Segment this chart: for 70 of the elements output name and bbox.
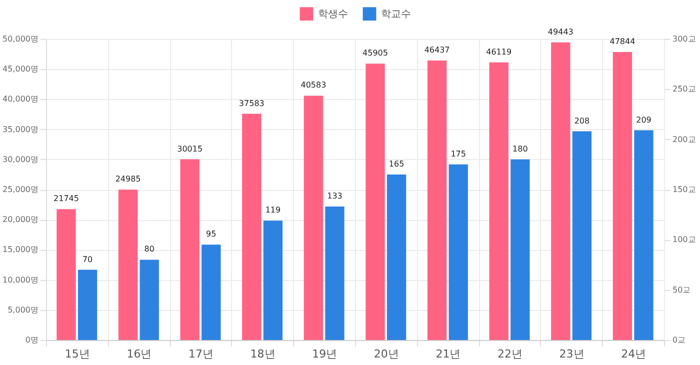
x-tick-label: 16년 bbox=[126, 348, 152, 360]
data-label: 180 bbox=[512, 144, 528, 154]
bar bbox=[325, 206, 344, 340]
data-label: 95 bbox=[206, 230, 216, 239]
y-tick-label: 20,000명 bbox=[2, 215, 38, 224]
data-label: 70 bbox=[82, 254, 93, 264]
y-tick-label: 15,000명 bbox=[2, 245, 38, 254]
y2-tick-label: 200교 bbox=[672, 134, 696, 144]
data-label: 46437 bbox=[424, 45, 450, 54]
data-label: 119 bbox=[265, 206, 281, 215]
x-tick-label: 17년 bbox=[188, 348, 214, 360]
data-label: 133 bbox=[327, 192, 342, 201]
bar bbox=[202, 244, 221, 340]
bar bbox=[448, 164, 468, 340]
y-tick-label: 0명 bbox=[25, 336, 38, 344]
data-label: 175 bbox=[450, 149, 466, 158]
bar bbox=[612, 52, 632, 340]
bar bbox=[180, 159, 200, 340]
data-label: 40583 bbox=[300, 80, 326, 90]
data-label: 165 bbox=[388, 159, 404, 168]
legend-label: 학교수 bbox=[381, 8, 411, 20]
y2-tick-label: 150교 bbox=[672, 185, 696, 194]
x-tick-label: 15년 bbox=[64, 348, 90, 360]
y-tick-label: 10,000명 bbox=[2, 275, 38, 284]
y-tick-label: 5,000명 bbox=[8, 305, 38, 314]
data-label: 209 bbox=[636, 115, 652, 124]
x-tick-label: 18년 bbox=[250, 348, 276, 360]
y2-tick-label: 250교 bbox=[672, 84, 696, 94]
data-label: 21745 bbox=[54, 194, 79, 204]
y2-tick-label: 0교 bbox=[672, 336, 686, 344]
y-tick-label: 25,000명 bbox=[2, 185, 38, 194]
data-label: 208 bbox=[574, 116, 590, 126]
data-label: 80 bbox=[144, 244, 154, 254]
x-tick-label: 23년 bbox=[559, 348, 584, 360]
data-label: 30015 bbox=[177, 144, 203, 154]
data-label: 37583 bbox=[238, 98, 264, 108]
y-tick-label: 40,000명 bbox=[2, 94, 38, 104]
bar bbox=[551, 42, 570, 340]
x-tick-label: 20년 bbox=[374, 348, 399, 360]
bar bbox=[118, 190, 138, 340]
y-tick-label: 45,000명 bbox=[2, 64, 38, 74]
y2-tick-label: 100교 bbox=[672, 235, 696, 244]
x-tick-label: 22년 bbox=[498, 348, 522, 360]
bar bbox=[427, 60, 447, 340]
y-tick-label: 30,000명 bbox=[2, 154, 38, 164]
bar bbox=[304, 96, 324, 340]
bar bbox=[263, 220, 283, 340]
x-tick-label: 24년 bbox=[621, 348, 646, 360]
bar bbox=[572, 131, 592, 340]
bar bbox=[489, 62, 508, 340]
x-tick-label: 19년 bbox=[312, 348, 338, 360]
data-label: 49443 bbox=[548, 27, 574, 36]
bar bbox=[634, 130, 654, 340]
bar bbox=[366, 64, 385, 340]
data-label: 24985 bbox=[115, 174, 141, 184]
bar bbox=[386, 174, 406, 340]
bar bbox=[140, 260, 159, 340]
bar bbox=[56, 209, 76, 340]
bar bbox=[510, 159, 530, 340]
data-label: 47844 bbox=[610, 36, 636, 46]
y2-tick-label: 300교 bbox=[672, 34, 696, 44]
x-tick-label: 21년 bbox=[436, 348, 461, 360]
y2-tick-label: 50교 bbox=[672, 285, 691, 294]
data-label: 45905 bbox=[362, 48, 388, 58]
y-tick-label: 50,000명 bbox=[2, 34, 38, 44]
bar bbox=[242, 114, 262, 340]
data-label: 46119 bbox=[486, 47, 512, 56]
y-tick-label: 35,000명 bbox=[2, 124, 38, 134]
legend-label: 학생수 bbox=[318, 8, 348, 20]
bar bbox=[78, 270, 98, 340]
